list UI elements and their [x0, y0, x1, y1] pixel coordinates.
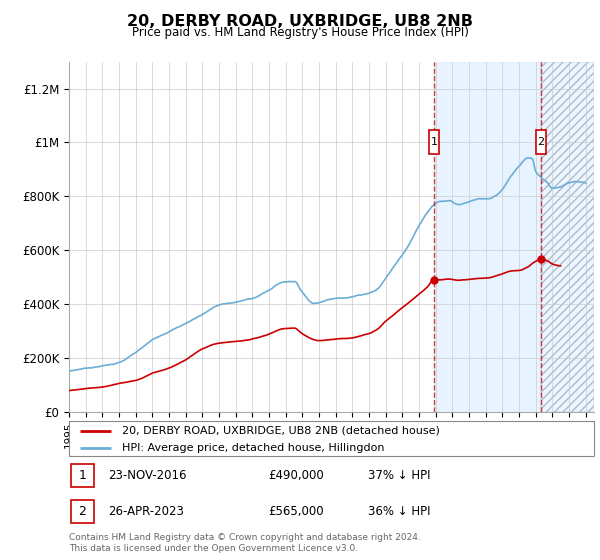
- Text: 2: 2: [79, 505, 86, 518]
- FancyBboxPatch shape: [69, 421, 594, 456]
- Text: 2: 2: [538, 137, 545, 147]
- Text: Contains HM Land Registry data © Crown copyright and database right 2024.
This d: Contains HM Land Registry data © Crown c…: [69, 533, 421, 553]
- FancyBboxPatch shape: [71, 500, 94, 522]
- Text: 37% ↓ HPI: 37% ↓ HPI: [368, 469, 431, 482]
- Text: HPI: Average price, detached house, Hillingdon: HPI: Average price, detached house, Hill…: [121, 442, 384, 452]
- Text: 1: 1: [431, 137, 437, 147]
- Text: 20, DERBY ROAD, UXBRIDGE, UB8 2NB: 20, DERBY ROAD, UXBRIDGE, UB8 2NB: [127, 14, 473, 29]
- FancyBboxPatch shape: [430, 130, 439, 155]
- Text: £565,000: £565,000: [269, 505, 324, 518]
- Text: Price paid vs. HM Land Registry's House Price Index (HPI): Price paid vs. HM Land Registry's House …: [131, 26, 469, 39]
- Text: 26-APR-2023: 26-APR-2023: [109, 505, 184, 518]
- Text: 23-NOV-2016: 23-NOV-2016: [109, 469, 187, 482]
- Bar: [541, 62, 594, 412]
- Text: 20, DERBY ROAD, UXBRIDGE, UB8 2NB (detached house): 20, DERBY ROAD, UXBRIDGE, UB8 2NB (detac…: [121, 426, 439, 436]
- Text: 36% ↓ HPI: 36% ↓ HPI: [368, 505, 431, 518]
- Bar: [541, 62, 594, 412]
- FancyBboxPatch shape: [71, 464, 94, 487]
- Text: £490,000: £490,000: [269, 469, 324, 482]
- Bar: [434, 62, 541, 412]
- FancyBboxPatch shape: [536, 130, 545, 155]
- Text: 1: 1: [79, 469, 86, 482]
